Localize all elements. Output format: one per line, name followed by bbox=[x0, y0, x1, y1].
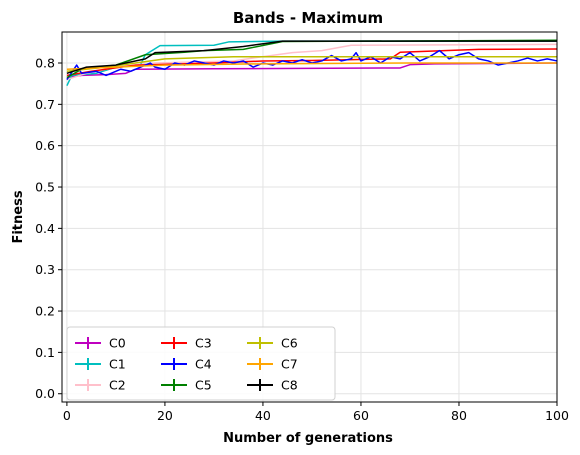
y-tick-label: 0.1 bbox=[35, 345, 55, 360]
legend-label: C6 bbox=[281, 336, 298, 351]
y-tick-label: 0.3 bbox=[35, 262, 55, 277]
legend-label: C0 bbox=[109, 336, 126, 351]
legend-item-c3: C3 bbox=[161, 336, 212, 351]
chart-title: Bands - Maximum bbox=[233, 9, 383, 27]
y-tick-label: 0.0 bbox=[35, 386, 55, 401]
y-axis: 0.0 0.1 0.2 0.3 0.4 0.5 0.6 0.7 0.8 bbox=[35, 56, 62, 401]
y-tick-label: 0.7 bbox=[35, 97, 55, 112]
legend-label: C7 bbox=[281, 357, 298, 372]
legend-label: C1 bbox=[109, 357, 126, 372]
legend: C0 C1 C2 C3 C4 C5 C6 C7 C8 bbox=[66, 326, 336, 401]
series-layer bbox=[66, 39, 558, 87]
y-tick-label: 0.4 bbox=[35, 221, 55, 236]
y-axis-label: Fitness bbox=[11, 190, 26, 243]
x-tick-label: 20 bbox=[157, 408, 173, 423]
x-tick-label: 100 bbox=[545, 408, 569, 423]
legend-item-c1: C1 bbox=[75, 357, 126, 372]
x-tick-label: 80 bbox=[451, 408, 467, 423]
x-tick-label: 40 bbox=[255, 408, 271, 423]
legend-item-c2: C2 bbox=[75, 378, 126, 393]
legend-label: C3 bbox=[195, 336, 212, 351]
y-tick-label: 0.8 bbox=[35, 56, 55, 71]
y-tick-label: 0.6 bbox=[35, 138, 55, 153]
series-line-c0 bbox=[66, 62, 558, 79]
legend-item-c7: C7 bbox=[247, 357, 298, 372]
legend-item-c5: C5 bbox=[161, 378, 212, 393]
series-line-c8 bbox=[66, 40, 557, 75]
legend-label: C2 bbox=[109, 378, 126, 393]
y-tick-label: 0.5 bbox=[35, 180, 55, 195]
legend-label: C8 bbox=[281, 378, 298, 393]
series-line-c5 bbox=[66, 39, 558, 79]
legend-label: C5 bbox=[195, 378, 212, 393]
x-axis-label: Number of generations bbox=[223, 431, 393, 446]
y-tick-label: 0.2 bbox=[35, 304, 55, 319]
x-tick-label: 60 bbox=[353, 408, 369, 423]
legend-item-c6: C6 bbox=[247, 336, 298, 351]
legend-box bbox=[66, 326, 336, 401]
legend-label: C4 bbox=[195, 357, 212, 372]
plot-frame bbox=[61, 31, 558, 403]
legend-item-c8: C8 bbox=[247, 378, 298, 393]
x-axis: 0 20 40 60 80 100 bbox=[63, 402, 569, 423]
x-tick-label: 0 bbox=[63, 408, 71, 423]
legend-item-c4: C4 bbox=[161, 357, 212, 372]
series-line-c7 bbox=[66, 62, 557, 70]
legend-item-c0: C0 bbox=[75, 336, 126, 351]
